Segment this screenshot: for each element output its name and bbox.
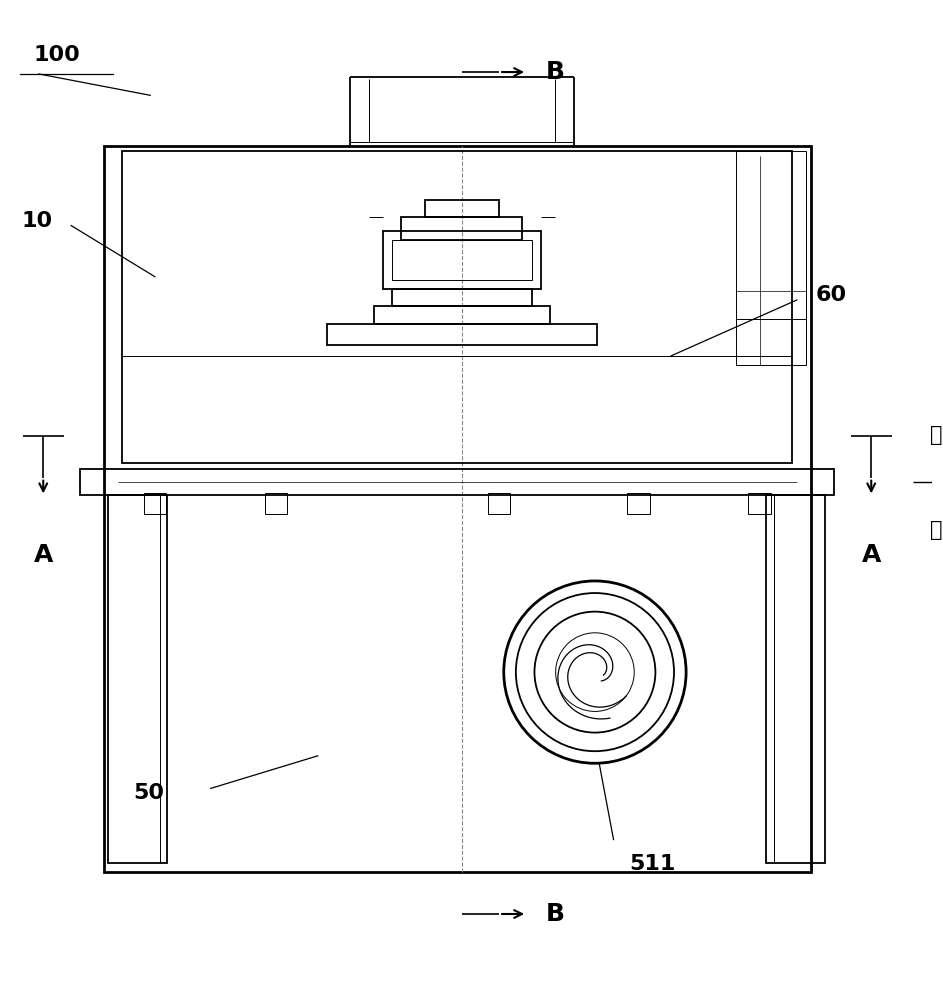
Text: 60: 60 — [816, 285, 847, 305]
Bar — [373, 306, 551, 324]
Bar — [265, 493, 287, 514]
Bar — [749, 493, 770, 514]
Text: 下: 下 — [930, 520, 943, 540]
Bar — [104, 146, 811, 872]
Bar — [627, 493, 650, 514]
Bar — [766, 495, 825, 863]
Bar — [736, 151, 806, 365]
Text: 50: 50 — [133, 783, 164, 803]
Bar — [80, 469, 834, 495]
Text: 511: 511 — [629, 854, 676, 874]
Bar — [108, 495, 167, 863]
Bar — [392, 289, 532, 306]
Text: A: A — [862, 543, 881, 567]
Circle shape — [504, 581, 687, 763]
Text: B: B — [546, 60, 565, 84]
Bar — [392, 240, 532, 280]
Text: 10: 10 — [22, 211, 53, 231]
Bar — [327, 324, 597, 345]
Bar — [143, 493, 166, 514]
Text: A: A — [34, 543, 53, 567]
Text: 100: 100 — [34, 45, 80, 65]
Bar — [488, 493, 510, 514]
Text: B: B — [546, 902, 565, 926]
Text: 上: 上 — [930, 425, 943, 445]
Bar — [383, 231, 541, 289]
Bar — [402, 217, 522, 240]
Bar — [424, 200, 499, 217]
Bar — [123, 151, 792, 463]
